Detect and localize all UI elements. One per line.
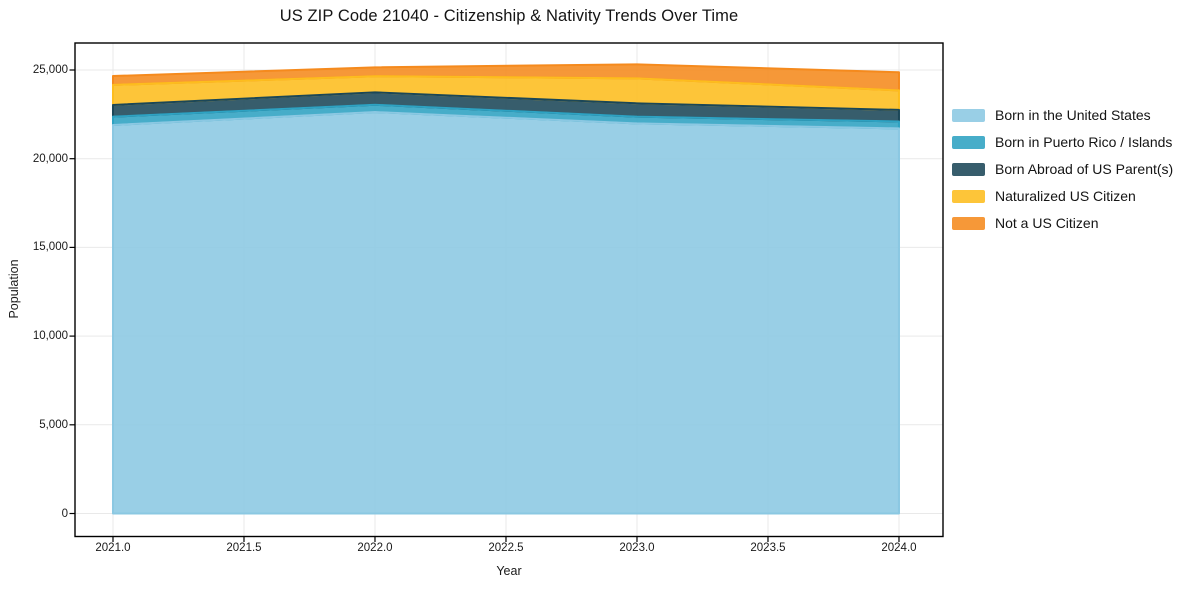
area-series-2 (112, 92, 899, 122)
y-tick-label: 0 (61, 507, 68, 520)
legend-swatch-icon (952, 135, 985, 149)
y-axis-label: Population (7, 259, 21, 319)
y-tick-label: 5,000 (39, 418, 68, 431)
x-tick-label: 2021.0 (95, 542, 131, 554)
y-tick-label: 25,000 (32, 64, 68, 76)
legend-label: Born in Puerto Rico / Islands (995, 134, 1173, 150)
legend-swatch-icon (952, 108, 985, 122)
x-tick-label: 2024.0 (881, 542, 917, 554)
legend: Born in the United States Born in Puerto … (952, 107, 1173, 231)
y-tick-label: 10,000 (32, 330, 68, 343)
x-tick-label: 2023.5 (750, 542, 786, 554)
x-tick-label: 2023.0 (619, 542, 655, 554)
legend-item: Born in the United States (952, 107, 1173, 123)
legend-label: Born Abroad of US Parent(s) (995, 161, 1174, 177)
legend-item: Naturalized US Citizen (952, 188, 1173, 204)
area-series-0 (112, 112, 899, 514)
x-tick-label: 2021.5 (226, 542, 262, 554)
x-tick-label: 2022.5 (488, 542, 524, 554)
area-outline-series-0 (111, 111, 900, 515)
area-series-1 (112, 104, 899, 129)
legend-swatch-icon (952, 189, 985, 203)
x-tick-label: 2022.0 (357, 542, 393, 554)
legend-swatch-icon (952, 216, 985, 230)
legend-label: Not a US Citizen (995, 215, 1099, 231)
legend-item: Born in Puerto Rico / Islands (952, 134, 1173, 150)
area-series-4 (112, 64, 899, 91)
x-axis-label: Year (496, 564, 522, 578)
chart-title: US ZIP Code 21040 - Citizenship & Nativi… (279, 7, 739, 25)
legend-label: Born in the United States (995, 107, 1151, 123)
y-tick-label: 15,000 (32, 241, 68, 254)
legend-swatch-icon (952, 162, 985, 176)
area-series-3 (112, 76, 899, 110)
plot-border (74, 42, 944, 538)
legend-label: Naturalized US Citizen (995, 188, 1136, 204)
legend-item: Born Abroad of US Parent(s) (952, 161, 1173, 177)
legend-item: Not a US Citizen (952, 215, 1173, 231)
y-tick-label: 20,000 (32, 152, 68, 165)
